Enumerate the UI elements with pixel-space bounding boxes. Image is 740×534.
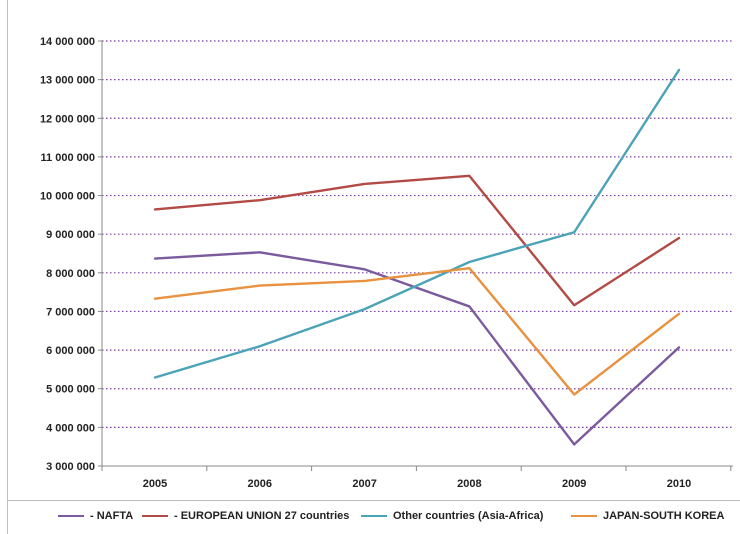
chart-frame-left-border — [7, 0, 8, 534]
x-tick-label: 2010 — [667, 478, 691, 490]
y-tick-label: 8 000 000 — [46, 268, 95, 280]
y-tick-label: 5 000 000 — [46, 384, 95, 396]
y-tick-label: 12 000 000 — [40, 113, 95, 125]
series-line-2 — [153, 68, 681, 379]
y-tick-label: 14 000 000 — [40, 36, 95, 48]
x-tick-label: 2007 — [352, 478, 376, 490]
data-series — [153, 68, 681, 446]
y-axis-ticks: 3 000 000 4 000 000 5 000 000 6 000 000 7 00… — [40, 36, 102, 473]
legend-item: Other countries (Asia-Africa) — [361, 510, 543, 522]
x-tick-label: 2009 — [562, 478, 586, 490]
x-tick-label: 2005 — [143, 478, 167, 490]
x-tick-label: 2006 — [248, 478, 272, 490]
legend-swatch — [142, 515, 168, 517]
x-axis: 2005 2006 2007 2008 2009 2010 — [101, 41, 733, 490]
y-tick-label: 4 000 000 — [46, 422, 95, 434]
legend-item: JAPAN-SOUTH KOREA — [571, 510, 724, 522]
y-tick-label: 13 000 000 — [40, 75, 95, 87]
chart-legend: - NAFTA - EUROPEAN UNION 27 countries Othe… — [0, 510, 740, 528]
series-line-0 — [153, 251, 681, 446]
y-tick-label: 10 000 000 — [40, 191, 95, 203]
x-tick-label: 2008 — [457, 478, 481, 490]
y-tick-label: 6 000 000 — [46, 345, 95, 357]
series-line-3 — [153, 266, 681, 396]
legend-label: - NAFTA — [90, 510, 134, 522]
y-tick-label: 11 000 000 — [41, 152, 95, 164]
legend-label: - EUROPEAN UNION 27 countries — [174, 510, 350, 522]
legend-label: Other countries (Asia-Africa) — [393, 510, 544, 522]
legend-swatch — [361, 515, 387, 517]
y-tick-label: 7 000 000 — [46, 306, 95, 318]
y-tick-label: 9 000 000 — [46, 229, 95, 241]
series-line-1 — [153, 174, 681, 307]
y-tick-label: 3 000 000 — [46, 461, 95, 473]
legend-swatch — [58, 515, 84, 517]
legend-swatch — [571, 515, 597, 517]
legend-item: - NAFTA — [58, 510, 133, 522]
legend-label: JAPAN-SOUTH KOREA — [603, 510, 725, 522]
chart-frame-bottom-border — [7, 500, 740, 501]
legend-item: - EUROPEAN UNION 27 countries — [142, 510, 349, 522]
grid-lines — [102, 40, 733, 428]
